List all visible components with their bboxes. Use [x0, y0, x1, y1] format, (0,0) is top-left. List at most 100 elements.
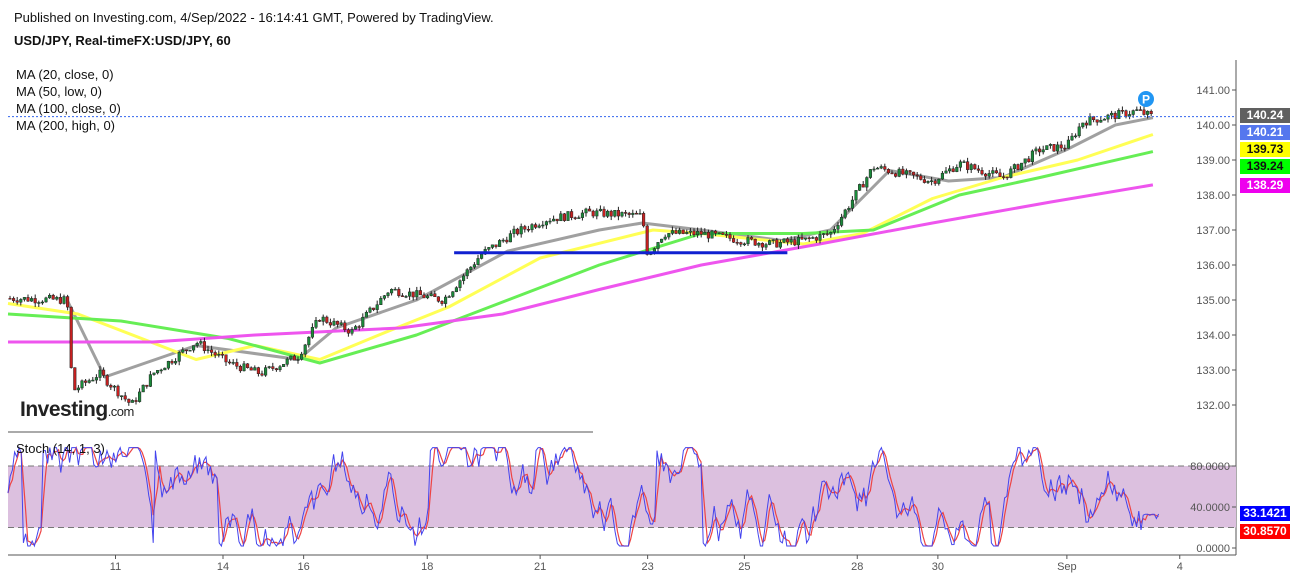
candle-body — [429, 293, 433, 297]
legend-ma50: MA (50, low, 0) — [16, 84, 102, 99]
candle-body — [699, 231, 703, 235]
candle-body — [325, 316, 329, 323]
candle-body — [584, 208, 588, 214]
candle-body — [1117, 110, 1121, 119]
candle-body — [721, 232, 725, 235]
candle-body — [966, 161, 970, 170]
candle-body — [804, 237, 808, 240]
candle-body — [912, 171, 916, 176]
candle-body — [379, 298, 383, 305]
price-tag: 139.73 — [1240, 141, 1290, 157]
candle-body — [1027, 158, 1031, 163]
candle-body — [631, 212, 635, 215]
candle-body — [372, 307, 376, 310]
candle-body — [728, 234, 732, 239]
candle-body — [1124, 110, 1128, 117]
candle-body — [422, 294, 426, 299]
investing-logo: Investing.com — [20, 398, 134, 421]
candle-body — [958, 161, 962, 168]
candle-body — [1120, 110, 1124, 112]
candle-body — [800, 237, 804, 240]
candle-body — [523, 226, 527, 230]
candle-body — [328, 322, 332, 326]
candle-body — [8, 298, 12, 300]
x-tick-label: 11 — [110, 561, 121, 573]
candle-body — [1131, 110, 1135, 115]
candle-body — [224, 354, 228, 363]
candle-body — [382, 295, 386, 299]
candle-body — [390, 289, 394, 294]
candle-body — [267, 366, 271, 368]
candle-body — [933, 180, 937, 184]
candle-body — [854, 190, 858, 201]
candle-body — [1084, 122, 1088, 126]
candle-body — [364, 311, 368, 318]
candle-body — [598, 208, 602, 212]
candle-body — [1135, 109, 1139, 111]
candle-body — [94, 377, 98, 381]
price-tag: 139.24 — [1240, 158, 1290, 174]
candle-body — [357, 326, 361, 328]
candle-body — [1048, 144, 1052, 146]
candle-body — [991, 170, 995, 174]
candle-body — [847, 208, 851, 211]
candle-body — [516, 228, 520, 235]
candle-body — [904, 170, 908, 175]
candle-body — [1009, 168, 1013, 178]
x-tick-label: 23 — [642, 561, 654, 573]
candle-body — [1016, 164, 1020, 170]
candle-body — [825, 233, 829, 235]
candle-body — [260, 373, 264, 376]
candle-body — [1102, 118, 1106, 121]
candle-body — [692, 230, 696, 236]
price-tag: 140.21 — [1240, 124, 1290, 140]
candle-body — [512, 228, 516, 234]
candle-body — [984, 173, 988, 177]
candle-body — [66, 296, 70, 308]
candle-body — [980, 170, 984, 175]
candle-body — [12, 298, 16, 301]
candle-body — [508, 233, 512, 243]
candle-body — [123, 395, 127, 400]
x-tick-label: Sep — [1057, 561, 1077, 573]
candle-body — [670, 230, 674, 234]
candle-body — [415, 290, 419, 298]
candle-body — [559, 213, 563, 222]
candle-body — [343, 322, 347, 331]
candle-body — [1063, 147, 1067, 150]
y-tick-label: 134.00 — [1196, 330, 1230, 342]
candle-body — [98, 369, 102, 378]
candle-body — [922, 179, 926, 183]
candle-body — [228, 361, 232, 364]
candle-body — [1045, 145, 1049, 150]
candle-body — [472, 264, 476, 268]
candle-body — [944, 170, 948, 174]
candle-body — [1095, 119, 1099, 123]
x-tick-label: 16 — [298, 561, 310, 573]
candle-body — [872, 168, 876, 171]
candle-body — [386, 292, 390, 296]
stoch-d-tag: 30.8570 — [1240, 523, 1290, 539]
candle-body — [822, 233, 826, 235]
candle-body — [1113, 112, 1117, 119]
candle-body — [742, 243, 746, 246]
candle-body — [1081, 122, 1085, 128]
candle-body — [577, 217, 581, 219]
y-tick-label: 138.00 — [1196, 190, 1230, 202]
candle-body — [174, 361, 178, 364]
candle-body — [735, 242, 739, 244]
candle-body — [314, 320, 318, 328]
candle-body — [685, 232, 689, 234]
candle-body — [976, 168, 980, 171]
candle-body — [37, 302, 41, 304]
x-tick-label: 21 — [534, 561, 546, 573]
candle-body — [548, 220, 552, 223]
candle-body — [418, 290, 422, 296]
candle-body — [19, 299, 23, 303]
y-tick-label: 133.00 — [1196, 365, 1230, 377]
candle-body — [570, 211, 574, 218]
y-tick-label: 132.00 — [1196, 400, 1230, 412]
candle-body — [645, 225, 649, 255]
